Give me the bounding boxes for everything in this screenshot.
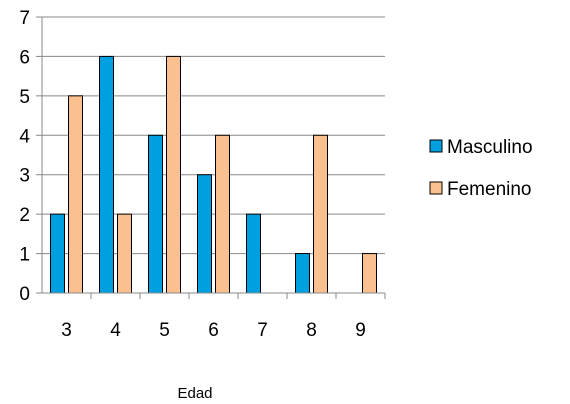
axes xyxy=(36,16,386,299)
x-tick-label: 4 xyxy=(110,320,121,341)
bar-masculino-8 xyxy=(295,253,310,294)
y-tick-label: 5 xyxy=(19,87,30,108)
y-tick-label: 3 xyxy=(19,166,30,187)
bar-femenino-8 xyxy=(313,134,328,294)
bar-femenino-9 xyxy=(362,253,377,294)
bar-masculino-5 xyxy=(148,134,163,294)
bars xyxy=(50,55,377,294)
y-tick-labels: 0 1 2 3 4 5 6 7 xyxy=(19,8,30,305)
bar-masculino-3 xyxy=(50,213,65,294)
x-tick-labels: 3 4 5 6 7 8 9 xyxy=(61,320,366,341)
x-tick-label: 9 xyxy=(355,320,366,341)
bar-femenino-5 xyxy=(166,55,181,294)
bar-masculino-4 xyxy=(99,55,114,294)
x-tick-label: 6 xyxy=(208,320,219,341)
legend-label: Femenino xyxy=(447,179,532,200)
x-axis-title: Edad xyxy=(177,385,212,402)
bar-femenino-6 xyxy=(215,134,230,294)
y-tick-label: 4 xyxy=(19,126,30,147)
legend-swatch xyxy=(429,139,443,153)
legend: Masculino Femenino xyxy=(429,137,533,200)
bar-femenino-4 xyxy=(117,213,132,294)
y-tick-label: 0 xyxy=(19,284,30,305)
x-tick-label: 3 xyxy=(61,320,72,341)
x-tick-label: 8 xyxy=(306,320,317,341)
y-tick-label: 7 xyxy=(19,8,30,29)
bar-masculino-7 xyxy=(246,213,261,294)
x-tick-label: 5 xyxy=(159,320,170,341)
y-tick-label: 1 xyxy=(19,245,30,266)
bar-masculino-6 xyxy=(197,174,212,294)
legend-label: Masculino xyxy=(447,137,533,158)
legend-swatch xyxy=(429,181,443,195)
y-tick-label: 6 xyxy=(19,47,30,68)
bar-femenino-3 xyxy=(68,95,83,294)
gridlines xyxy=(42,16,385,255)
x-tick-label: 7 xyxy=(257,320,268,341)
y-tick-label: 2 xyxy=(19,205,30,226)
